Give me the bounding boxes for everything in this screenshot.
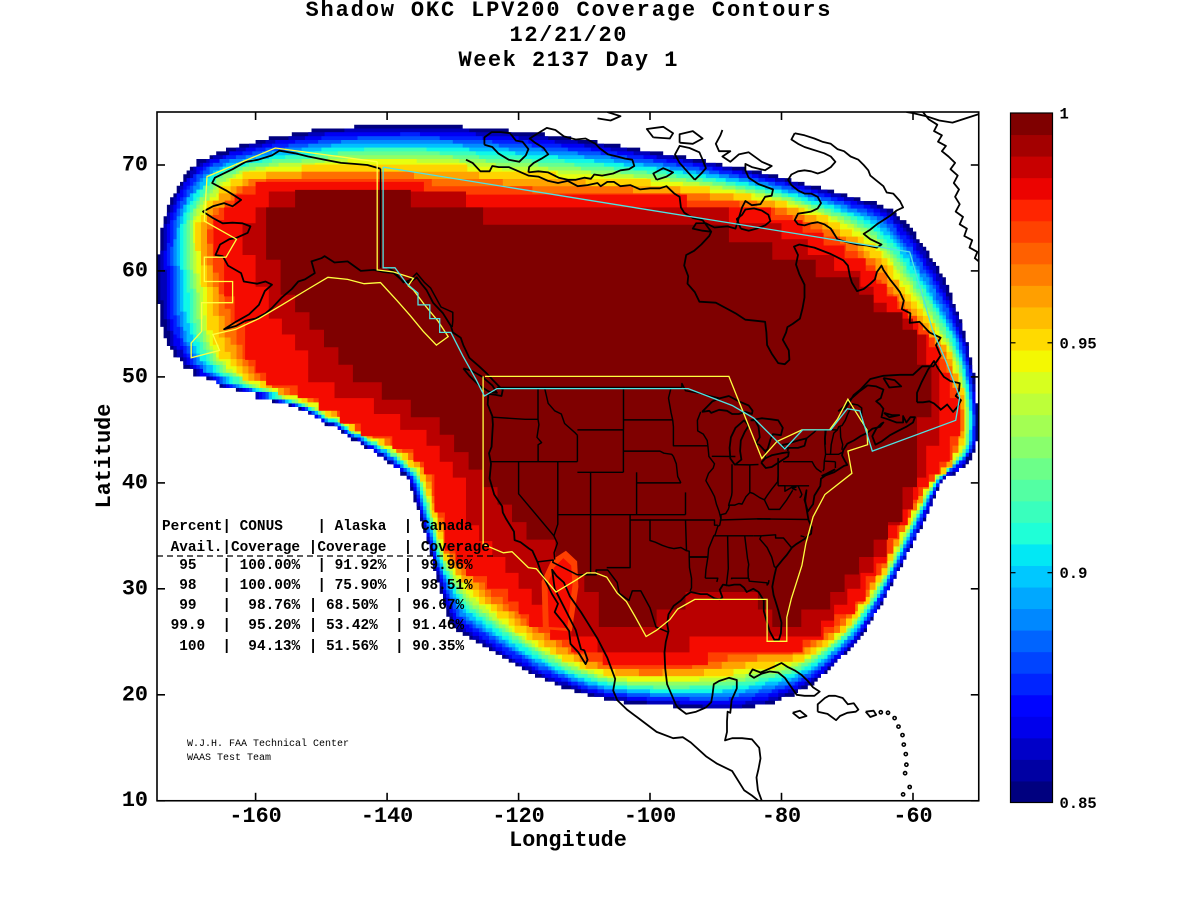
svg-text:WAAS Test Team: WAAS Test Team — [187, 753, 271, 764]
svg-text:-100: -100 — [624, 804, 676, 829]
svg-text:-80: -80 — [762, 804, 801, 829]
svg-text:Latitude: Latitude — [92, 404, 117, 509]
svg-text:Percent| CONUS | Alaska |: Percent| CONUS | Alaska | Canada — [162, 519, 473, 535]
svg-text:-120: -120 — [492, 804, 544, 829]
svg-text:0.85: 0.85 — [1060, 795, 1097, 813]
svg-text:98 | 100.00% | 75.90% | 98: 98 | 100.00% | 75.90% | 98.51% — [162, 578, 473, 594]
svg-text:20: 20 — [122, 682, 148, 707]
svg-text:95 | 100.00% | 91.92% | 99: 95 | 100.00% | 91.92% | 99.96% — [162, 558, 473, 574]
svg-text:40: 40 — [122, 470, 148, 495]
svg-text:30: 30 — [122, 576, 148, 601]
svg-text:0.95: 0.95 — [1060, 335, 1097, 353]
svg-text:12/21/20: 12/21/20 — [510, 23, 627, 48]
svg-text:W.J.H. FAA Technical Center: W.J.H. FAA Technical Center — [187, 738, 349, 750]
svg-text:-60: -60 — [893, 804, 932, 829]
svg-text:99.9 | 95.20% | 53.42% | 91: 99.9 | 95.20% | 53.42% | 91.46% — [162, 618, 464, 634]
svg-text:1: 1 — [1060, 106, 1069, 124]
svg-text:50: 50 — [122, 364, 148, 389]
svg-text:60: 60 — [122, 258, 148, 283]
svg-text:10: 10 — [122, 788, 148, 813]
svg-text:70: 70 — [122, 153, 148, 178]
svg-text:Week 2137 Day 1: Week 2137 Day 1 — [459, 48, 678, 73]
svg-text:0.9: 0.9 — [1060, 565, 1088, 583]
svg-text:-140: -140 — [361, 804, 413, 829]
svg-text:99 | 98.76% | 68.50% | 96.: 99 | 98.76% | 68.50% | 96.67% — [162, 598, 464, 614]
svg-text:Longitude: Longitude — [509, 828, 627, 853]
svg-text:Shadow OKC LPV200 Coverage Con: Shadow OKC LPV200 Coverage Contours — [306, 0, 831, 23]
svg-text:Avail.|Coverage |Coverage | C: Avail.|Coverage |Coverage | Coverage — [162, 540, 490, 556]
svg-text:100 | 94.13% | 51.56% | 90.: 100 | 94.13% | 51.56% | 90.35% — [162, 639, 464, 655]
svg-text:-160: -160 — [229, 804, 281, 829]
